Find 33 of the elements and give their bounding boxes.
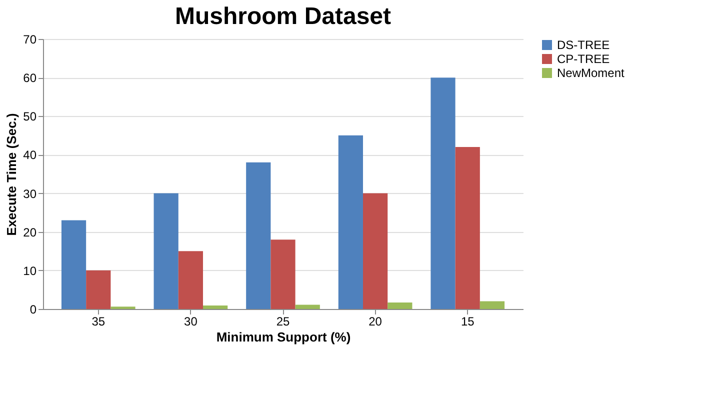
bar <box>246 162 271 309</box>
bar <box>430 78 456 309</box>
bar <box>154 193 178 309</box>
y-tick-label: 40 <box>23 148 37 162</box>
bar <box>338 135 363 309</box>
x-tick-label: 20 <box>368 314 382 328</box>
bar <box>363 193 388 309</box>
bar <box>270 240 296 309</box>
y-tick-label: 50 <box>23 110 37 124</box>
y-tick-label: 20 <box>23 225 37 240</box>
bar <box>178 251 203 309</box>
x-axis-title: Minimum Support (%) <box>216 330 351 344</box>
x-tick-label: 35 <box>92 314 106 328</box>
x-tick-label: 30 <box>184 314 198 328</box>
y-tick-label: 70 <box>23 32 37 46</box>
bar <box>480 301 505 309</box>
legend-label: CP-TREE <box>557 52 610 66</box>
y-tick-label: 10 <box>23 264 37 278</box>
x-tick-label: 25 <box>276 314 290 328</box>
bar <box>455 147 480 309</box>
bar <box>295 304 320 309</box>
x-tick-label: 15 <box>460 314 475 328</box>
bar <box>86 270 111 309</box>
y-tick-label: 30 <box>23 186 37 201</box>
bar <box>61 220 86 309</box>
legend-label: DS-TREE <box>557 38 610 52</box>
y-tick-label: 60 <box>23 71 37 86</box>
legend-label: NewMoment <box>557 66 626 80</box>
bar <box>388 302 412 309</box>
chart-title: Mushroom Dataset <box>174 3 392 30</box>
y-tick-label: 0 <box>30 302 37 316</box>
bar <box>203 306 228 309</box>
y-axis-title: Execute Time (Sec.) <box>4 113 20 236</box>
